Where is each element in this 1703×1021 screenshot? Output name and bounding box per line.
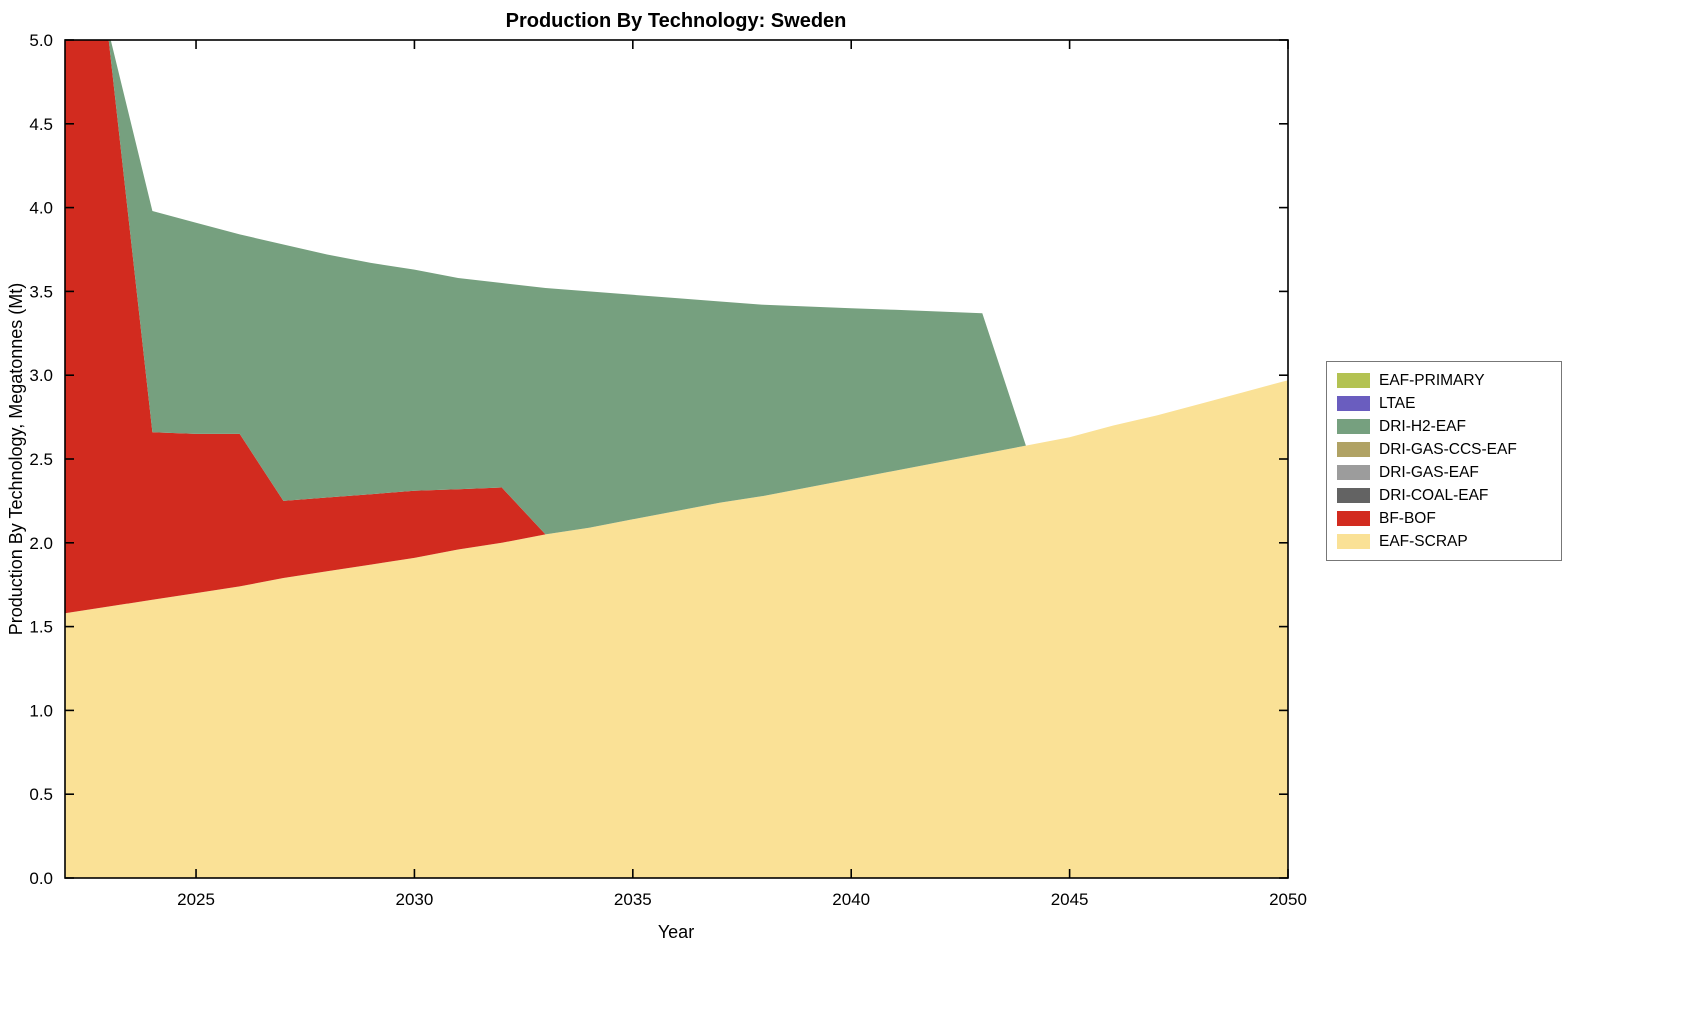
y-tick-label: 4.5: [29, 115, 53, 134]
legend-swatch-dri-h2-eaf: [1337, 419, 1370, 434]
legend-swatch-dri-gas-ccs-eaf: [1337, 442, 1370, 457]
legend-label: DRI-GAS-EAF: [1379, 463, 1479, 481]
x-axis-label: Year: [658, 922, 694, 942]
legend-label: EAF-SCRAP: [1379, 532, 1468, 550]
y-tick-label: 4.0: [29, 199, 53, 218]
legend-swatch-dri-coal-eaf: [1337, 488, 1370, 503]
y-tick-label: 3.5: [29, 282, 53, 301]
y-tick-label: 5.0: [29, 31, 53, 50]
legend-swatch-eaf-scrap: [1337, 534, 1370, 549]
area-bf-bof: [65, 40, 1288, 614]
y-tick-label: 2.5: [29, 450, 53, 469]
y-tick-label: 1.0: [29, 701, 53, 720]
legend: EAF-PRIMARY LTAE DRI-H2-EAF DRI-GAS-CCS-EAF…: [1326, 361, 1562, 561]
y-tick-label: 3.0: [29, 366, 53, 385]
x-tick-label: 2035: [614, 890, 652, 909]
legend-entry-bf-bof: BF-BOF: [1327, 507, 1561, 530]
legend-swatch-dri-gas-eaf: [1337, 465, 1370, 480]
legend-label: DRI-H2-EAF: [1379, 417, 1466, 435]
x-tick-label: 2030: [396, 890, 434, 909]
area-eaf-scrap: [65, 380, 1288, 878]
chart-title: Production By Technology: Sweden: [506, 10, 847, 32]
x-tick-label: 2040: [832, 890, 870, 909]
axes: 2025 2030 2035 2040 2045 2050 0.0 0.5 1.0 1.5 2.0 2…: [29, 31, 1307, 909]
legend-entry-eaf-scrap: EAF-SCRAP: [1327, 530, 1561, 553]
legend-entry-eaf-primary: EAF-PRIMARY: [1327, 369, 1561, 392]
legend-swatch-bf-bof: [1337, 511, 1370, 526]
plot-areas: [65, 40, 1288, 878]
y-tick-label: 2.0: [29, 534, 53, 553]
x-tick-label: 2050: [1269, 890, 1307, 909]
x-tick-label: 2025: [177, 890, 215, 909]
legend-entry-ltae: LTAE: [1327, 392, 1561, 415]
legend-entry-dri-gas-eaf: DRI-GAS-EAF: [1327, 461, 1561, 484]
y-tick-label: 0.0: [29, 869, 53, 888]
y-tick-label: 0.5: [29, 785, 53, 804]
y-axis-label: Production By Technology, Megatonnes (Mt…: [6, 283, 26, 636]
legend-swatch-eaf-primary: [1337, 373, 1370, 388]
x-tick-label: 2045: [1051, 890, 1089, 909]
legend-label: DRI-GAS-CCS-EAF: [1379, 440, 1517, 458]
legend-label: EAF-PRIMARY: [1379, 371, 1485, 389]
legend-label: LTAE: [1379, 394, 1416, 412]
legend-entry-dri-gas-ccs-eaf: DRI-GAS-CCS-EAF: [1327, 438, 1561, 461]
area-dri-h2-eaf: [108, 40, 1288, 535]
legend-label: DRI-COAL-EAF: [1379, 486, 1489, 504]
y-tick-label: 1.5: [29, 618, 53, 637]
legend-entry-dri-h2-eaf: DRI-H2-EAF: [1327, 415, 1561, 438]
legend-entry-dri-coal-eaf: DRI-COAL-EAF: [1327, 484, 1561, 507]
legend-label: BF-BOF: [1379, 509, 1436, 527]
legend-swatch-ltae: [1337, 396, 1370, 411]
